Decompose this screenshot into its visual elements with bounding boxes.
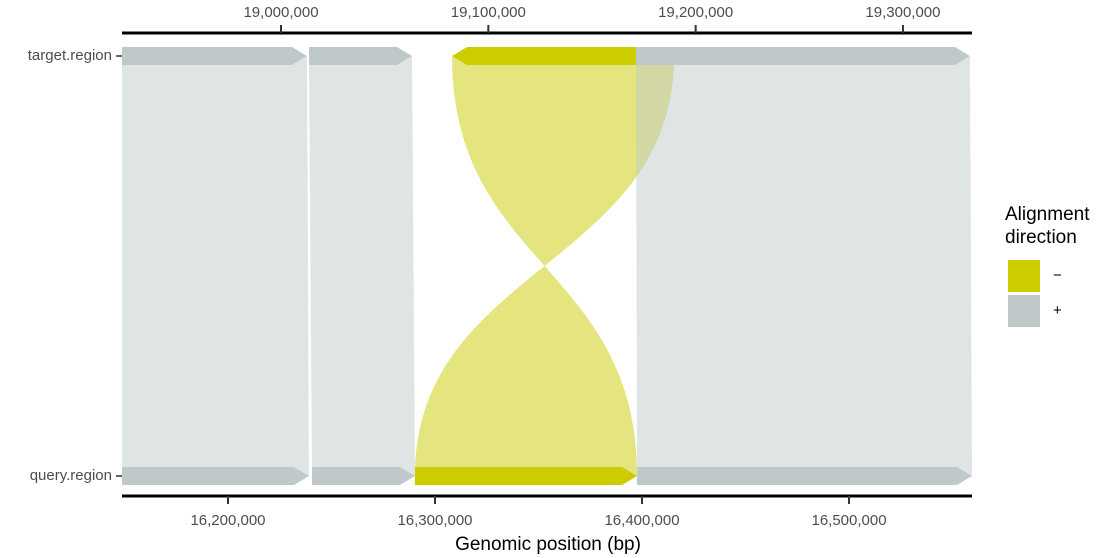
y-tick-label: target.region	[28, 47, 112, 64]
x-tick-label: 16,300,000	[397, 512, 472, 529]
ribbons	[122, 56, 972, 476]
alignment-ribbon	[635, 56, 972, 476]
arrows	[122, 47, 972, 485]
alignment-ribbon	[309, 56, 415, 476]
query-arrow	[122, 467, 309, 485]
x-axis-label: Genomic position (bp)	[455, 534, 641, 555]
x2-tick-label: 19,200,000	[658, 4, 733, 21]
x-tick-label: 16,200,000	[190, 512, 265, 529]
target-arrow	[452, 47, 675, 65]
axes: 19,000,000 19,100,000 19,200,000 19,300,000…	[28, 4, 972, 529]
x2-tick-label: 19,100,000	[451, 4, 526, 21]
x2-tick-label: 19,300,000	[865, 4, 940, 21]
legend-key	[1008, 260, 1040, 292]
x-tick-label: 16,500,000	[811, 512, 886, 529]
legend-key	[1008, 295, 1040, 327]
target-arrow	[122, 47, 307, 65]
query-arrow	[414, 467, 638, 485]
alignment-ribbon	[414, 56, 675, 476]
target-arrow	[635, 47, 970, 65]
alignment-ribbon	[122, 56, 309, 476]
query-arrow	[637, 467, 972, 485]
query-arrow	[312, 467, 415, 485]
legend-label: +	[1053, 302, 1062, 319]
x2-tick-label: 19,000,000	[243, 4, 318, 21]
x-tick-label: 16,400,000	[604, 512, 679, 529]
legend-title: Alignment direction	[1005, 204, 1090, 248]
legend-label: −	[1053, 267, 1062, 284]
y-tick-label: query.region	[30, 467, 112, 484]
target-arrow	[309, 47, 413, 65]
